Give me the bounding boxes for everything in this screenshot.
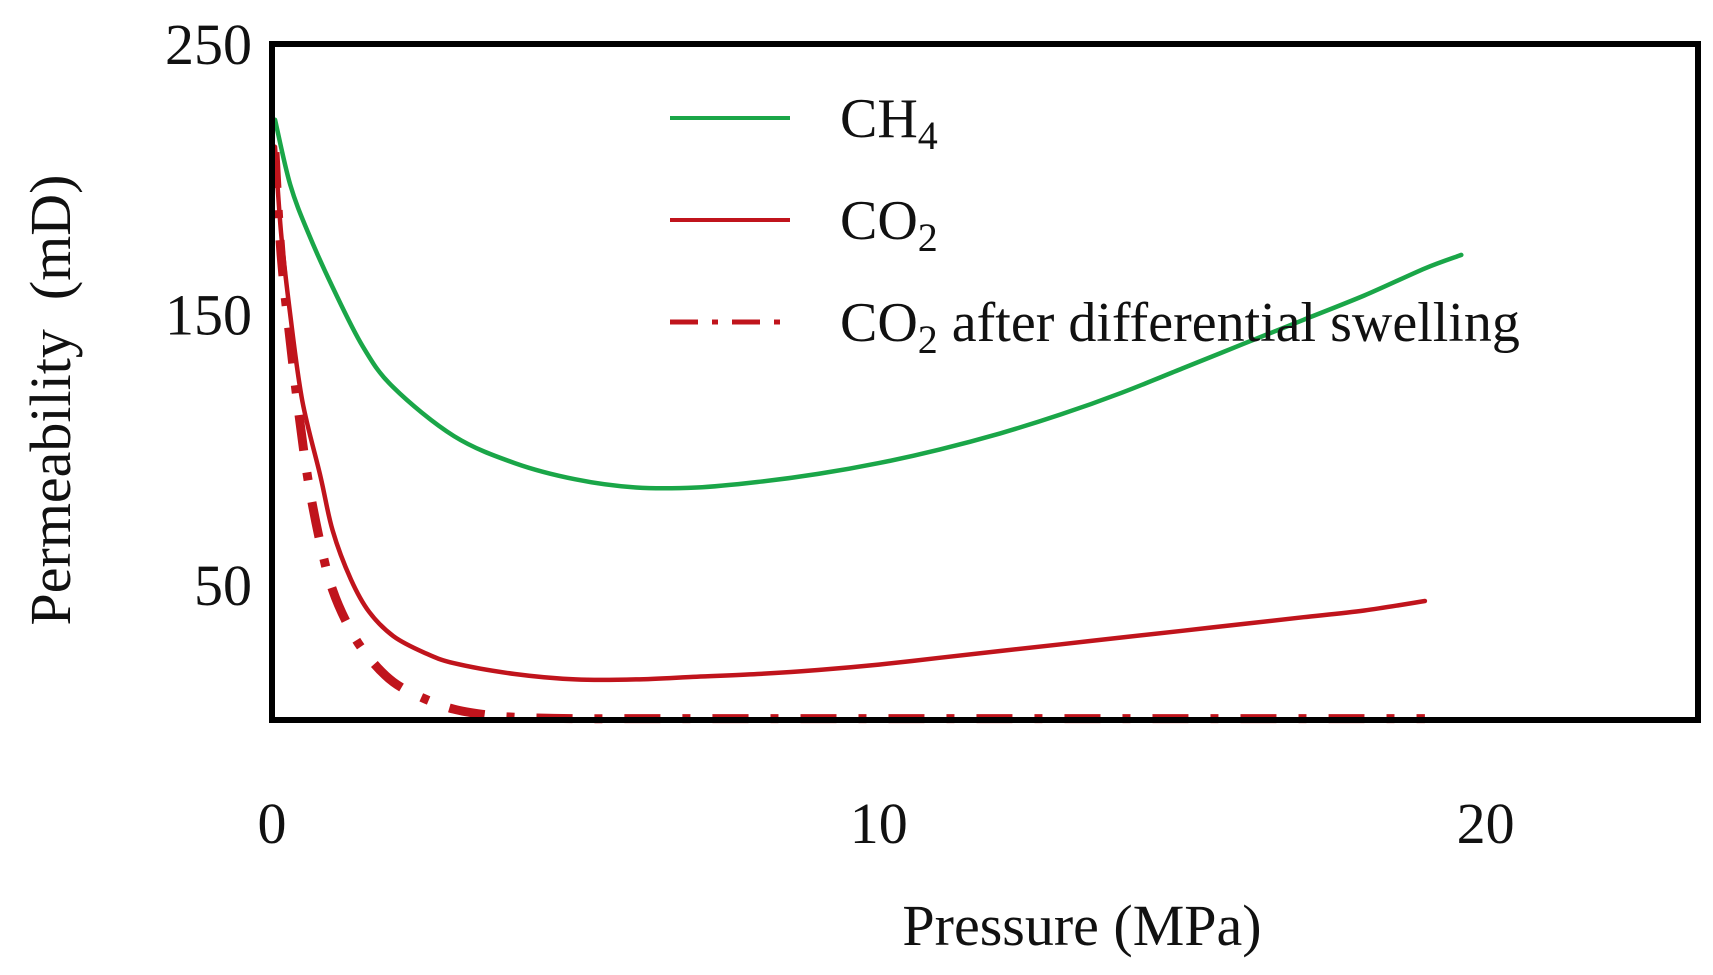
plot-frame [269,41,1701,723]
y-axis-title: Permeability (mD) [18,174,83,625]
legend-label-2: CO2 [840,190,938,260]
legend-label-3: CO2 after differential swelling [840,292,1520,362]
x-tick-label: 20 [1457,791,1515,856]
y-tick-label: 50 [194,553,252,618]
legend: CH4 CO2 CO2 after differential swelling [670,88,1520,362]
legend-label-1: CH4 [840,88,938,158]
x-tick-label: 10 [850,791,908,856]
x-tick-labels: 0 10 20 [258,791,1515,856]
y-tick-label: 250 [165,12,252,77]
y-tick-labels: 50 150 250 [165,12,252,618]
series-line-1 [272,117,1464,491]
x-tick-label: 0 [258,791,287,856]
series-line-2 [272,144,1428,683]
x-axis-title: Pressure (MPa) [902,893,1261,958]
y-tick-label: 150 [165,282,252,347]
